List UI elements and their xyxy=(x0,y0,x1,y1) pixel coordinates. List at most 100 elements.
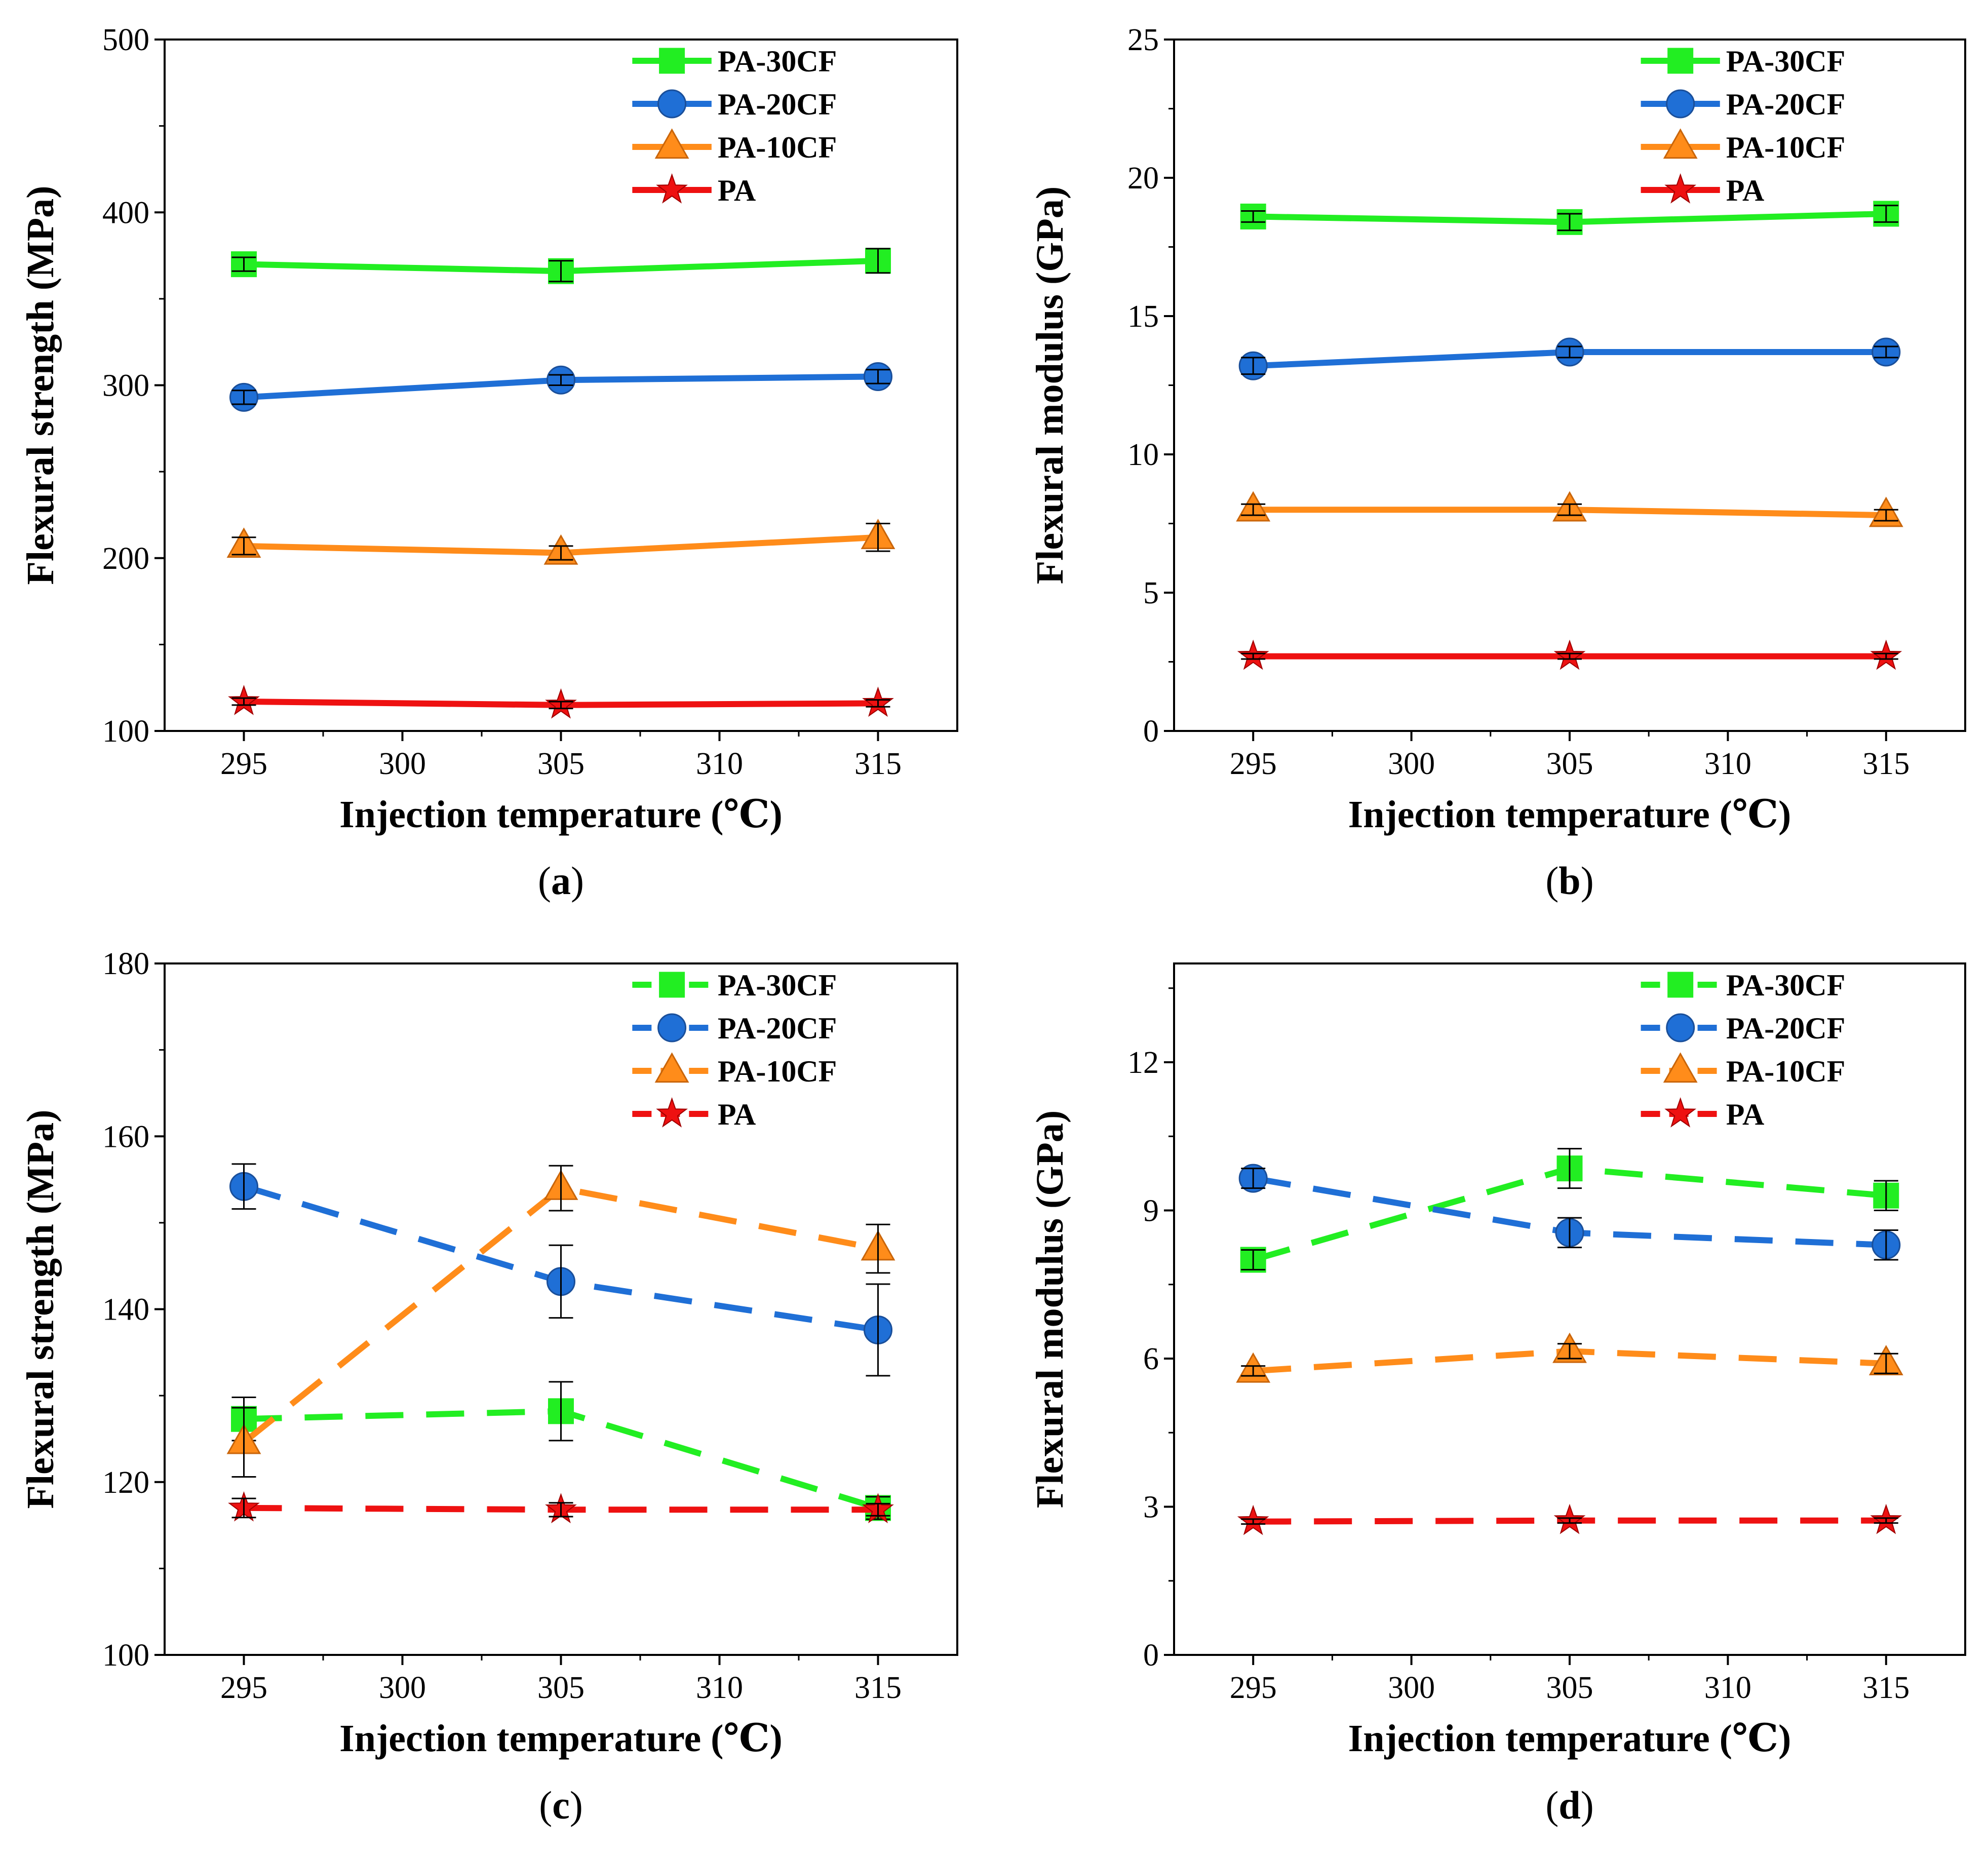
legend-entry: PA-10CF xyxy=(718,131,837,164)
y-tick-label: 140 xyxy=(102,1293,149,1327)
legend-entry: PA xyxy=(718,1098,756,1131)
y-axis-label: Flexural strength (MPa) xyxy=(19,186,62,585)
x-tick-label: 305 xyxy=(1546,1671,1593,1705)
series-pa-10cf xyxy=(1236,1332,1903,1383)
legend-marker xyxy=(654,1052,689,1083)
x-tick-label: 295 xyxy=(1230,1671,1277,1705)
x-axis-label: Injection temperature (℃) xyxy=(339,793,783,836)
chart-panel-c: 295 300 305 310 315 100 120 140 160 180 Injection … xyxy=(19,947,958,1827)
series-pa-30cf xyxy=(231,248,891,284)
plot-frame xyxy=(1173,962,1966,1656)
legend-marker xyxy=(657,1013,687,1042)
x-tick-label: 295 xyxy=(220,1671,267,1705)
x-tick-label: 310 xyxy=(696,747,743,781)
x-tick-label: 300 xyxy=(379,747,426,781)
series-pa-30cf xyxy=(1240,201,1899,235)
x-tick-label: 295 xyxy=(1230,747,1277,781)
y-axis-label: Flexural modulus (GPa) xyxy=(1029,186,1071,584)
legend-marker xyxy=(657,89,687,119)
y-tick-label: 20 xyxy=(1127,161,1159,196)
legend-marker xyxy=(659,48,685,74)
y-tick-label: 0 xyxy=(1143,714,1159,749)
legend-marker xyxy=(654,128,689,159)
legend-entry: PA xyxy=(1726,1098,1765,1131)
x-axis-label: Injection temperature (℃) xyxy=(339,1717,783,1760)
y-tick-label: 25 xyxy=(1127,23,1159,57)
legend-entry: PA-30CF xyxy=(718,45,837,78)
series-pa xyxy=(228,1491,894,1524)
y-tick-label: 180 xyxy=(102,947,149,981)
series-pa-10cf xyxy=(1236,491,1903,527)
legend-marker xyxy=(1663,128,1698,159)
series-pa-30cf xyxy=(1240,1148,1899,1273)
legend-marker xyxy=(1666,89,1695,119)
panel-label: (c) xyxy=(539,1783,583,1827)
y-tick-label: 500 xyxy=(102,23,149,57)
legend: PA-30CF PA-20CF PA-10CF PA xyxy=(1641,969,1846,1131)
x-tick-label: 295 xyxy=(220,747,267,781)
x-tick-label: 310 xyxy=(1704,1671,1751,1705)
chart-panel-d: 295 300 305 310 315 0 3 6 9 12 Injection temperatu… xyxy=(1029,962,1966,1827)
legend-entry: PA-20CF xyxy=(718,88,837,121)
legend-marker xyxy=(1666,1013,1695,1042)
y-tick-label: 300 xyxy=(102,369,149,403)
x-tick-label: 315 xyxy=(1862,747,1909,781)
y-tick-label: 6 xyxy=(1143,1342,1159,1376)
x-axis-label: Injection temperature (℃) xyxy=(1348,793,1791,836)
legend: PA-30CF PA-20CF PA-10CF PA xyxy=(632,969,837,1131)
panel-label: (b) xyxy=(1545,859,1593,903)
legend-entry: PA-10CF xyxy=(718,1055,837,1088)
legend-marker xyxy=(656,173,688,204)
legend-entry: PA xyxy=(718,174,756,207)
x-tick-label: 305 xyxy=(537,1671,584,1705)
legend-entry: PA-20CF xyxy=(1726,88,1846,121)
x-axis-label: Injection temperature (℃) xyxy=(1348,1717,1791,1760)
panel-label: (a) xyxy=(538,859,584,903)
legend-entry: PA-30CF xyxy=(1726,969,1846,1002)
chart-panel-b: 295 300 305 310 315 0 5 10 15 20 25 Injection tempe… xyxy=(1029,23,1966,903)
legend-entry: PA-30CF xyxy=(1726,45,1846,78)
y-tick-label: 100 xyxy=(102,1638,149,1673)
legend-marker xyxy=(1664,173,1697,204)
panel-label: (d) xyxy=(1545,1783,1593,1827)
legend-marker xyxy=(1667,972,1694,998)
y-tick-label: 5 xyxy=(1143,576,1159,610)
x-tick-label: 315 xyxy=(1862,1671,1909,1705)
x-tick-label: 300 xyxy=(1388,747,1435,781)
y-axis-label: Flexural modulus (GPa) xyxy=(1029,1110,1071,1508)
legend-marker xyxy=(656,1097,688,1128)
plot-frame xyxy=(1173,38,1966,732)
legend-entry: PA-10CF xyxy=(1726,1055,1846,1088)
legend-entry: PA xyxy=(1726,174,1765,207)
y-tick-label: 120 xyxy=(102,1465,149,1500)
series-pa-20cf xyxy=(229,1163,892,1377)
series-pa-10cf xyxy=(226,519,895,565)
y-tick-label: 160 xyxy=(102,1119,149,1154)
legend-marker xyxy=(659,972,685,998)
y-tick-label: 200 xyxy=(102,542,149,576)
legend-marker xyxy=(1663,1052,1698,1083)
x-tick-label: 315 xyxy=(854,747,902,781)
series-pa xyxy=(1237,639,1902,670)
y-tick-label: 12 xyxy=(1127,1046,1159,1080)
y-tick-label: 100 xyxy=(102,714,149,749)
series-line xyxy=(242,1185,879,1445)
legend-entry: PA-10CF xyxy=(1726,131,1846,164)
x-tick-label: 310 xyxy=(1704,747,1751,781)
y-axis-label: Flexural strength (MPa) xyxy=(19,1110,62,1509)
y-tick-label: 400 xyxy=(102,196,149,230)
legend-entry: PA-30CF xyxy=(718,969,837,1002)
series-pa xyxy=(1237,1503,1902,1535)
legend-marker xyxy=(1667,48,1694,74)
series-pa-20cf xyxy=(1238,1164,1901,1261)
legend-marker xyxy=(1664,1097,1697,1128)
chart-panel-a: 295 300 305 310 315 100 200 300 400 500 Injection … xyxy=(19,23,958,903)
x-tick-label: 310 xyxy=(696,1671,743,1705)
x-tick-label: 315 xyxy=(854,1671,902,1705)
y-tick-label: 9 xyxy=(1143,1194,1159,1228)
y-tick-label: 3 xyxy=(1143,1490,1159,1525)
x-tick-label: 300 xyxy=(1388,1671,1435,1705)
legend: PA-30CF PA-20CF PA-10CF PA xyxy=(632,45,837,207)
x-tick-label: 305 xyxy=(537,747,584,781)
